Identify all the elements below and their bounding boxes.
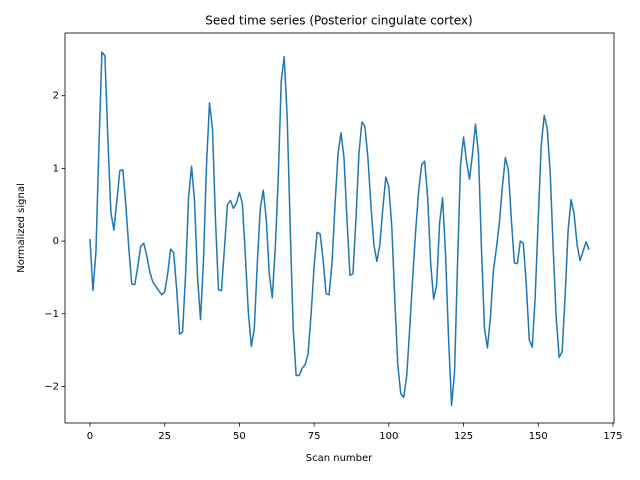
x-tick-label: 175 (603, 431, 622, 442)
x-tick-label: 75 (308, 431, 321, 442)
plot-frame (64, 32, 615, 424)
x-tick-label: 0 (87, 431, 93, 442)
y-tick-label: 2 (53, 91, 59, 102)
x-tick-label: 150 (529, 431, 548, 442)
x-tick-label: 100 (379, 431, 398, 442)
y-axis-label: Normalized signal (16, 183, 27, 272)
x-tick-label: 25 (158, 431, 171, 442)
x-tick-label: 50 (233, 431, 246, 442)
x-tick-label: 125 (454, 431, 473, 442)
data-line (89, 51, 590, 407)
y-tick-label: 0 (53, 236, 59, 247)
chart-title: Seed time series (Posterior cingulate co… (205, 14, 473, 28)
y-tick-label: −1 (44, 309, 59, 320)
y-tick-label: 1 (53, 163, 59, 174)
x-axis-label: Scan number (306, 453, 373, 464)
y-tick-label: −2 (44, 381, 59, 392)
